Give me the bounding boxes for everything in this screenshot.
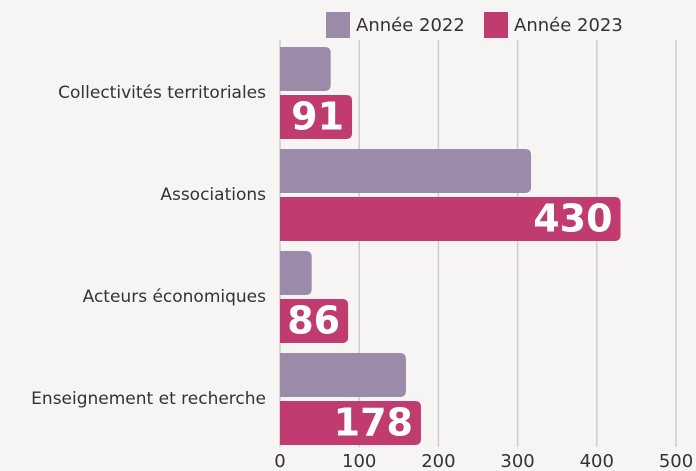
legend-label: Année 2023 xyxy=(514,15,623,36)
bar xyxy=(280,251,312,295)
legend-label: Année 2022 xyxy=(356,15,465,36)
legend-swatch xyxy=(484,12,508,38)
x-tick-label: 100 xyxy=(342,451,376,471)
category-label: Collectivités territoriales xyxy=(58,83,266,103)
bar xyxy=(280,47,331,91)
bar xyxy=(280,353,406,397)
value-label: 86 xyxy=(287,299,340,343)
bar xyxy=(280,299,349,343)
category-label: Acteurs économiques xyxy=(83,287,267,307)
x-tick-label: 200 xyxy=(421,451,455,471)
legend-swatch xyxy=(326,12,350,38)
value-label: 178 xyxy=(334,401,413,445)
bar xyxy=(280,149,532,193)
category-label: Associations xyxy=(160,185,266,205)
value-label: 91 xyxy=(291,95,344,139)
bar xyxy=(280,401,421,445)
bar xyxy=(280,197,621,241)
bar xyxy=(280,95,353,139)
category-label: Enseignement et recherche xyxy=(31,389,266,409)
x-tick-label: 0 xyxy=(274,451,285,471)
x-tick-label: 500 xyxy=(659,451,693,471)
x-tick-label: 400 xyxy=(580,451,614,471)
x-tick-label: 300 xyxy=(500,451,534,471)
value-label: 430 xyxy=(533,197,612,241)
